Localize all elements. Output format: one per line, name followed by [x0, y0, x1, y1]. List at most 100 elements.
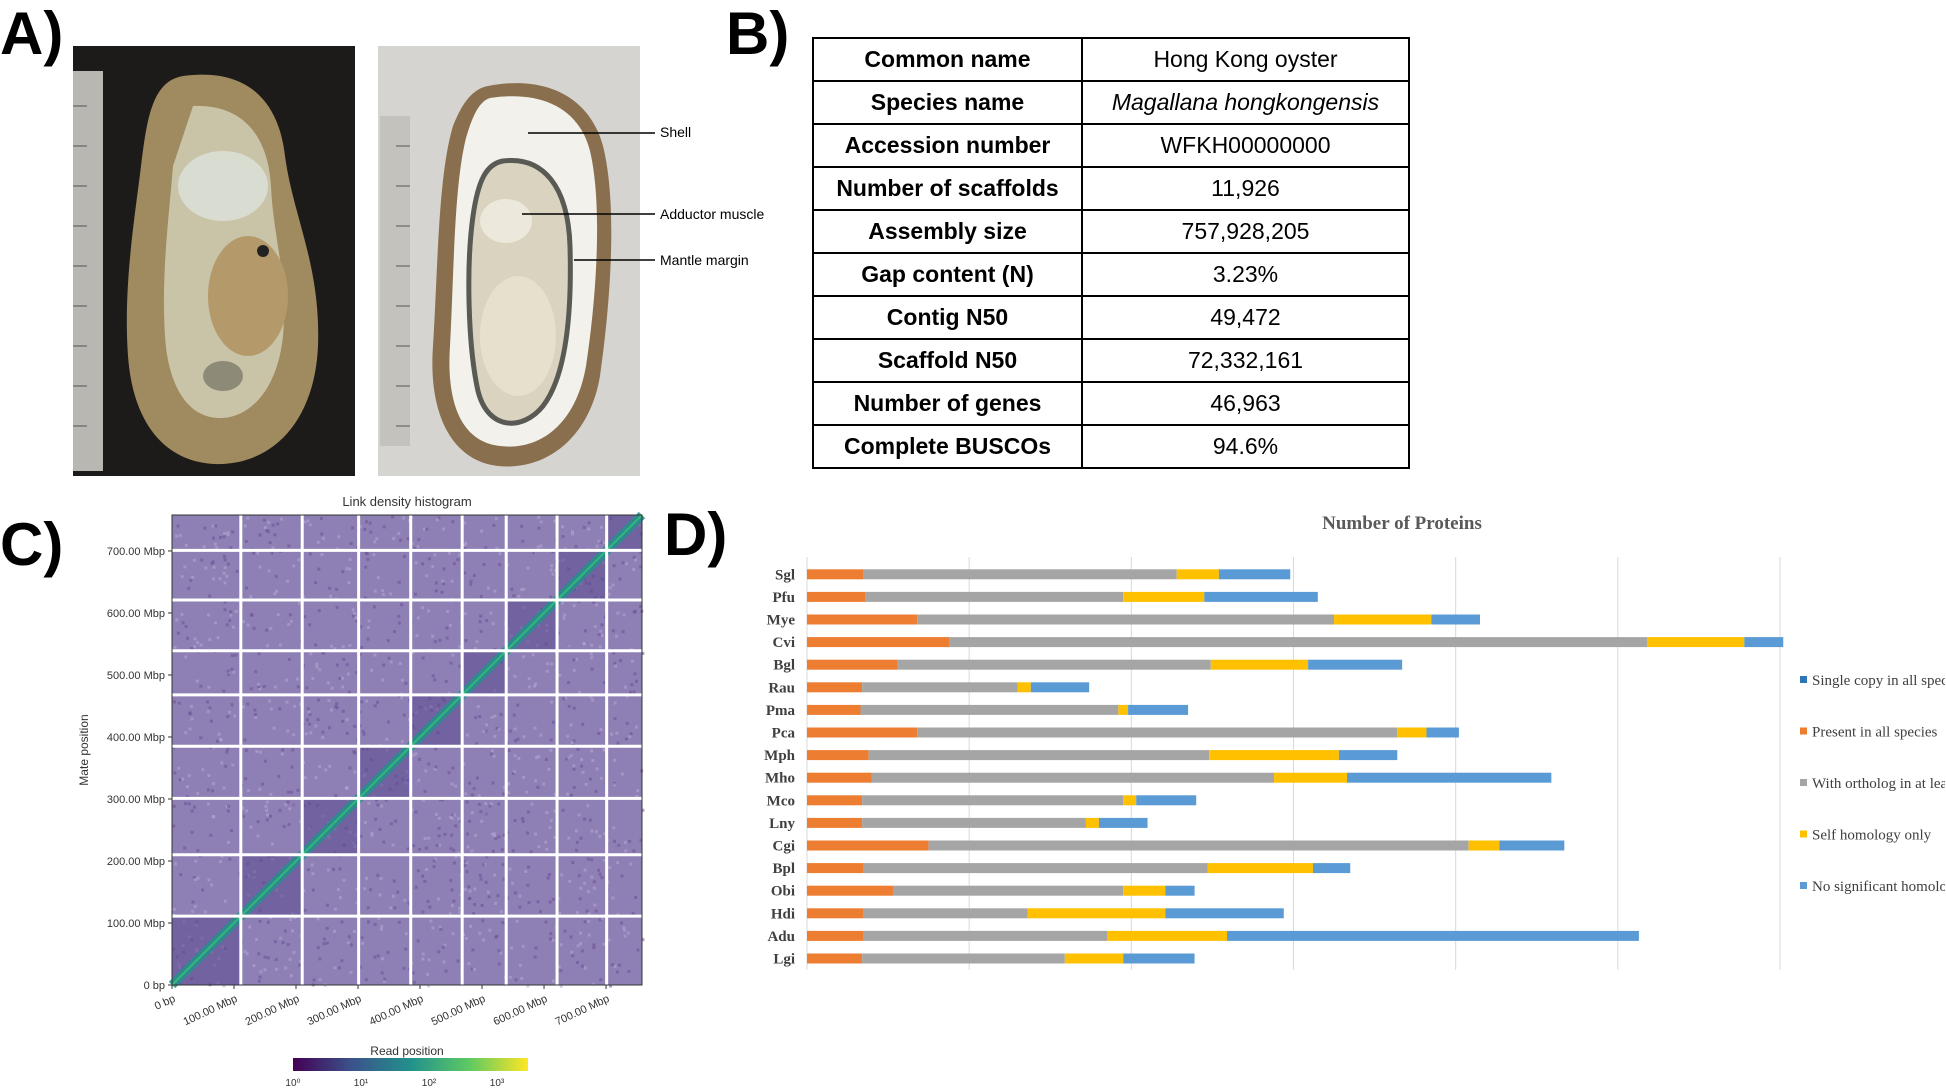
- heatmap-cell: [222, 554, 226, 558]
- heatmap-cell: [360, 700, 364, 704]
- heatmap-cell: [201, 768, 205, 772]
- x-tick-label: 300.00 Mbp: [306, 993, 364, 1028]
- heatmap-cell: [398, 621, 401, 625]
- heatmap-cell: [599, 629, 603, 633]
- heatmap-cell: [433, 553, 437, 557]
- heatmap-cell: [527, 865, 531, 869]
- heatmap-cell: [427, 984, 430, 988]
- heatmap-cell: [632, 690, 636, 694]
- heatmap-cell: [330, 686, 334, 690]
- bar-segment: [1030, 682, 1090, 693]
- heatmap-cell: [616, 741, 620, 745]
- heatmap-cell: [243, 738, 247, 742]
- heatmap-cell: [228, 857, 232, 861]
- heatmap-cell: [427, 836, 431, 840]
- heatmap-cell: [526, 810, 530, 814]
- heatmap-cell: [373, 923, 377, 927]
- heatmap-cell: [279, 936, 283, 940]
- heatmap-cell: [448, 912, 452, 916]
- heatmap-cell: [587, 919, 591, 923]
- colorbar-tick-label: 10⁰: [285, 1078, 300, 1089]
- heatmap-cell: [568, 879, 572, 883]
- heatmap-cell: [222, 984, 226, 988]
- heatmap-cell: [546, 876, 550, 880]
- table-row-value: 3.23%: [1081, 252, 1410, 297]
- table-row-label: Gap content (N): [812, 252, 1083, 297]
- heatmap-cell: [270, 551, 274, 555]
- heatmap-cell: [557, 631, 561, 635]
- heatmap-cell: [194, 859, 198, 863]
- heatmap-cell: [355, 901, 359, 905]
- heatmap-cell: [175, 618, 179, 622]
- heatmap-cell: [510, 946, 514, 950]
- heatmap-cell: [378, 828, 382, 831]
- heatmap-cell: [569, 935, 573, 939]
- heatmap-cell: [548, 900, 552, 904]
- heatmap-cell: [296, 685, 300, 689]
- heatmap-cell: [417, 778, 421, 782]
- heatmap-cell: [230, 654, 234, 657]
- heatmap-cell: [403, 898, 407, 902]
- heatmap-cell: [303, 615, 307, 619]
- heatmap-cell: [477, 802, 481, 806]
- heatmap-cell: [490, 832, 494, 836]
- heatmap-cell: [615, 731, 619, 735]
- heatmap-diagonal-core: [171, 514, 643, 986]
- category-label: Adu: [767, 929, 795, 945]
- heatmap-cell: [468, 781, 472, 785]
- heatmap-cell: [246, 516, 250, 520]
- heatmap-cell: [373, 955, 377, 959]
- heatmap-cell: [309, 731, 313, 735]
- heatmap-cell: [306, 868, 310, 872]
- heatmap-cell: [265, 628, 269, 632]
- heatmap-cell: [269, 814, 272, 818]
- heatmap-cell: [206, 788, 210, 792]
- heatmap-cell: [416, 616, 420, 620]
- legend-swatch: [1800, 882, 1807, 889]
- heatmap-cell: [427, 609, 431, 613]
- heatmap-cell: [258, 787, 262, 791]
- heatmap-cell: [381, 589, 385, 593]
- heatmap-cell: [267, 569, 271, 573]
- heatmap-cell: [288, 807, 292, 811]
- heatmap-cell: [360, 936, 364, 940]
- heatmap-cell: [485, 619, 489, 623]
- heatmap-cell: [257, 952, 261, 956]
- heatmap-cell: [421, 874, 425, 878]
- table-row: Number of scaffolds 11,926: [812, 166, 1410, 211]
- heatmap-cell: [576, 944, 580, 948]
- heatmap-cell: [507, 749, 511, 753]
- heatmap-cell: [545, 811, 549, 814]
- heatmap-cell: [415, 634, 419, 638]
- heatmap-cell: [581, 722, 585, 726]
- heatmap-cell: [567, 836, 571, 840]
- heatmap-cell: [314, 776, 318, 780]
- heatmap-cell: [245, 586, 248, 590]
- heatmap-cell: [580, 758, 583, 761]
- heatmap-cell: [615, 970, 619, 974]
- heatmap-cell: [599, 776, 603, 780]
- heatmap-cell: [558, 673, 562, 677]
- heatmap-cell: [317, 609, 321, 613]
- heatmap-cell: [358, 965, 362, 969]
- heatmap-cell: [616, 611, 620, 615]
- heatmap-cell: [429, 919, 433, 923]
- bar-segment: [1123, 591, 1205, 602]
- heatmap-cell: [320, 532, 324, 536]
- heatmap-cell: [341, 685, 345, 689]
- heatmap-cell: [514, 978, 518, 982]
- heatmap-cell: [335, 702, 339, 706]
- category-label: Obi: [771, 884, 795, 900]
- protein-count-chart: Number of Proteins0100002000030000400005…: [764, 513, 1945, 970]
- heatmap-cell: [431, 926, 435, 930]
- heatmap-cell: [373, 653, 377, 657]
- heatmap-cell: [385, 737, 389, 741]
- bar-segment: [1468, 840, 1500, 851]
- heatmap-cell: [393, 630, 396, 634]
- heatmap-cell: [579, 886, 583, 890]
- heatmap-cell: [584, 966, 588, 970]
- heatmap-cell: [383, 980, 386, 983]
- heatmap-cell: [521, 539, 525, 543]
- heatmap-cell: [311, 888, 315, 892]
- heatmap-cell: [434, 857, 437, 861]
